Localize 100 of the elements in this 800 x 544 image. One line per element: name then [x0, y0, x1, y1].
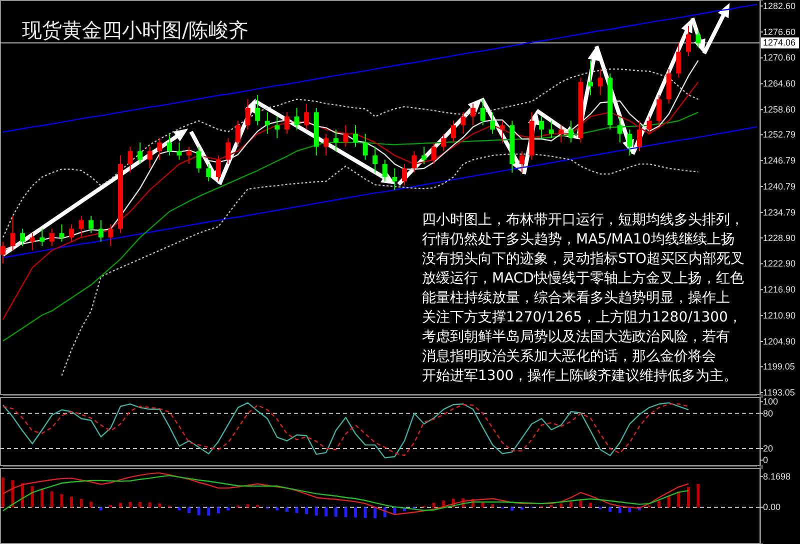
candlestick: [157, 138, 162, 160]
candlestick: [696, 30, 701, 48]
candlestick: [304, 103, 310, 130]
candlestick: [196, 146, 202, 174]
candlestick: [294, 107, 300, 130]
candlestick: [138, 142, 143, 165]
candlestick: [402, 164, 407, 186]
bar: [432, 502, 436, 508]
y-tick-label: 1193.05: [763, 388, 795, 398]
candlestick: [78, 215, 84, 238]
candlestick: [431, 142, 436, 165]
annotation: 消息指明政治关系加大恶化的话，那么金价将会: [422, 348, 716, 364]
candlestick: [539, 116, 544, 139]
candlestick: [216, 154, 221, 182]
y-tick-label: 20: [763, 443, 774, 454]
candlestick: [548, 120, 554, 139]
bar: [138, 502, 142, 508]
candlestick: [362, 133, 368, 160]
bar: [285, 507, 288, 512]
candlestick: [646, 116, 652, 134]
candlestick: [519, 150, 524, 174]
annotation: 开始进军1300，操作上陈峻齐建议维持低多为主。: [422, 368, 738, 384]
candlestick: [392, 168, 398, 190]
candlestick: [470, 103, 476, 126]
bar: [80, 499, 83, 508]
annotation: 考虑到朝鲜半岛局势以及法国大选政治风险，若有: [422, 329, 730, 345]
bar: [314, 507, 318, 516]
bar: [560, 504, 563, 508]
candlestick: [166, 133, 172, 156]
candlestick: [333, 129, 338, 152]
bar: [216, 507, 220, 514]
line-series: [2, 4, 758, 133]
bar: [40, 488, 44, 508]
bar: [246, 504, 250, 508]
bar: [128, 502, 132, 508]
candlestick: [59, 224, 64, 242]
candlestick: [450, 120, 456, 143]
annotation: 行情仍然处于多头趋势，MA5/MA10均线继续上扬: [422, 232, 735, 248]
annotation: 能量柱持续放量，综合来看多头趋势明显，操作上: [422, 290, 730, 306]
bar: [667, 496, 670, 508]
bar: [30, 486, 34, 508]
candlestick: [686, 25, 691, 57]
candlestick: [636, 120, 642, 152]
candlestick: [147, 146, 152, 169]
bar: [2, 477, 4, 508]
bar: [354, 507, 358, 518]
candlestick: [324, 133, 329, 156]
bar: [491, 504, 494, 508]
bar: [158, 504, 162, 508]
bar: [148, 502, 152, 508]
bar: [226, 507, 230, 510]
y-tick-label: 1270.60: [763, 52, 796, 63]
bar: [99, 507, 102, 510]
candlestick: [480, 98, 486, 126]
candlestick: [617, 116, 622, 143]
bar: [70, 496, 74, 508]
bar: [608, 507, 612, 512]
candlestick: [353, 124, 358, 148]
bar: [60, 494, 64, 508]
candlestick: [412, 150, 417, 174]
y-tick-label: 1234.79: [763, 207, 796, 218]
bar: [589, 502, 592, 508]
candlestick: [382, 159, 388, 182]
candlestick: [441, 133, 446, 152]
candlestick: [20, 228, 26, 247]
candlestick: [236, 120, 241, 148]
bar: [295, 507, 298, 513]
bar: [677, 491, 680, 508]
candlestick: [422, 146, 427, 165]
bar: [334, 507, 338, 517]
candlestick: [568, 120, 574, 143]
candlestick: [108, 224, 114, 247]
y-tick-label: 80: [763, 408, 774, 418]
annotation: 四小时图上，布林带开口运行，短期均线多头排列，: [422, 212, 744, 228]
ref-line-label: 1274.06: [763, 37, 796, 48]
bar: [618, 507, 622, 513]
candlestick: [226, 138, 231, 165]
candlestick: [588, 60, 594, 96]
candlestick: [40, 228, 45, 247]
candlestick: [460, 112, 466, 134]
candlestick: [206, 164, 212, 182]
y-tick-label: 1240.79: [763, 181, 796, 192]
annotation: 放缓运行，MACD快慢线于零轴上方金叉上扬，红色: [422, 270, 744, 286]
bar: [207, 507, 210, 516]
candlestick: [10, 215, 16, 251]
annotation: 关注下方支撑1270/1265，上方阻力1280/1300，: [422, 310, 742, 326]
bar: [686, 486, 690, 508]
y-tick-label: 1264.60: [763, 78, 796, 89]
y-tick-label: 0: [763, 455, 768, 466]
bar: [569, 502, 572, 508]
bar: [50, 491, 54, 508]
bar: [119, 502, 122, 508]
candlestick: [88, 215, 94, 234]
candlestick: [69, 224, 74, 242]
bar: [374, 507, 377, 518]
candlestick: [598, 68, 603, 96]
candlestick: [558, 124, 564, 143]
candlestick: [128, 146, 133, 174]
y-tick-label: 1216.90: [763, 284, 796, 295]
bar: [324, 507, 328, 516]
